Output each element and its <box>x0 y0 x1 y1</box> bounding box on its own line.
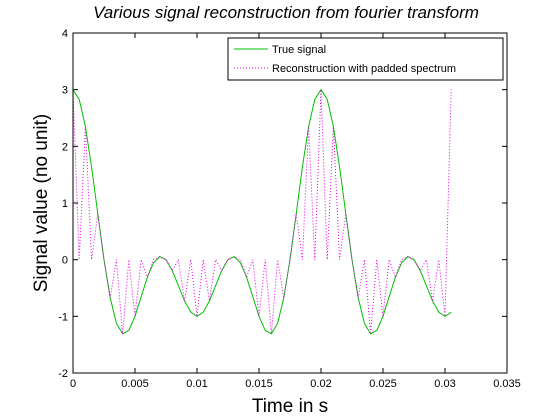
y-tick-label: -1 <box>58 311 68 323</box>
y-tick-label: 0 <box>62 255 68 267</box>
x-tick-label: 0 <box>70 378 76 390</box>
y-axis-label: Signal value (no unit) <box>31 114 52 293</box>
series-line <box>72 89 452 334</box>
x-tick-label: 0.025 <box>369 378 397 390</box>
legend-label: Reconstruction with padded spectrum <box>272 63 456 75</box>
y-tick-label: 1 <box>62 198 68 210</box>
chart-title: Various signal reconstruction from fouri… <box>93 3 479 22</box>
legend-label: True signal <box>272 44 326 56</box>
y-tick-label: -2 <box>58 368 68 380</box>
series-line <box>72 88 452 335</box>
x-tick-label: 0.015 <box>245 378 273 390</box>
y-tick-label: 4 <box>62 28 68 40</box>
axes-box <box>72 32 508 374</box>
x-tick-label: 0.035 <box>493 378 521 390</box>
x-tick-label: 0.02 <box>310 378 331 390</box>
x-tick-label: 0.005 <box>121 378 149 390</box>
x-axis-label: Time in s <box>252 396 328 417</box>
y-tick-label: 2 <box>62 141 68 153</box>
y-tick-label: 3 <box>62 85 68 97</box>
x-tick-label: 0.03 <box>434 378 455 390</box>
legend-box <box>227 37 504 81</box>
x-tick-label: 0.01 <box>186 378 207 390</box>
